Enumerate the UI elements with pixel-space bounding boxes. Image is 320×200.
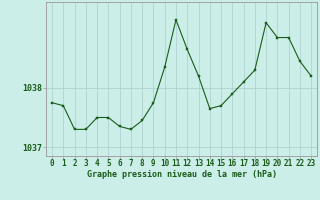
X-axis label: Graphe pression niveau de la mer (hPa): Graphe pression niveau de la mer (hPa) (87, 170, 276, 179)
